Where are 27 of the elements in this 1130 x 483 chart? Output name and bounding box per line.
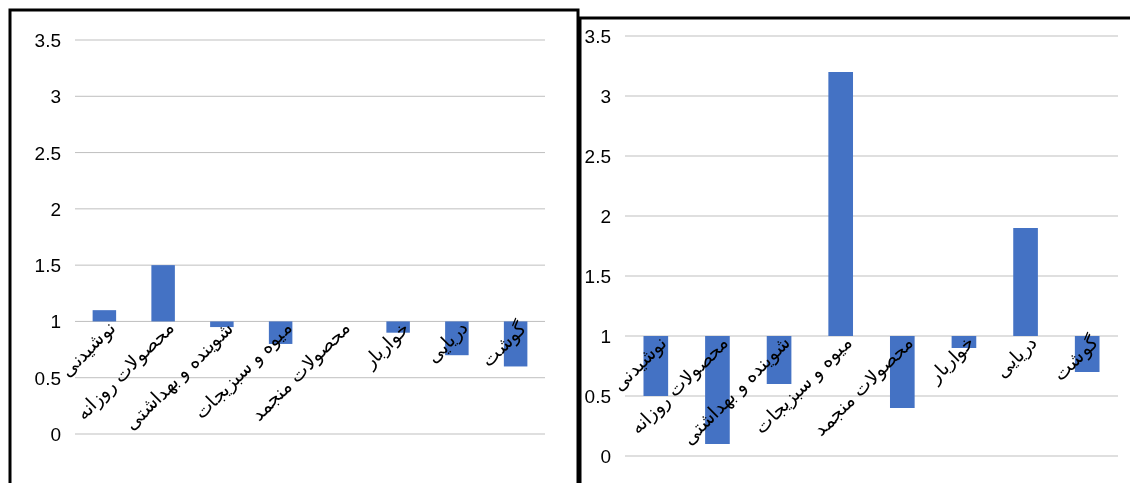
bar — [828, 72, 854, 336]
y-tick-label: 0 — [50, 424, 61, 445]
y-tick-label: 2 — [50, 198, 61, 220]
y-tick-label: 1.5 — [34, 255, 61, 277]
y-tick-label: 3.5 — [584, 26, 611, 47]
y-tick-label: 1.5 — [584, 266, 611, 287]
x-tick-label: گوشت — [1048, 330, 1104, 386]
y-tick-label: 3 — [600, 86, 611, 107]
y-tick-label: 1 — [600, 326, 611, 347]
y-tick-label: 0 — [600, 446, 611, 467]
bar — [210, 321, 234, 328]
x-tick-label: دریایی — [422, 317, 473, 368]
x-tick-label: خواربار — [357, 317, 414, 374]
x-tick-label: خواربار — [923, 331, 980, 388]
x-tick-label: گوشت — [476, 315, 532, 372]
x-tick-label: دریایی — [990, 331, 1042, 383]
bar — [1013, 228, 1038, 336]
y-tick-label: 1 — [50, 311, 61, 333]
y-tick-label: 0.5 — [584, 386, 611, 407]
y-tick-label: 3.5 — [34, 30, 61, 51]
y-tick-label: 2 — [600, 206, 611, 227]
bar — [92, 310, 117, 322]
bar — [151, 265, 175, 322]
y-tick-label: 3 — [50, 86, 61, 108]
y-tick-label: 2.5 — [34, 142, 61, 164]
y-tick-label: 2.5 — [584, 146, 611, 167]
y-tick-label: 0.5 — [34, 367, 61, 389]
